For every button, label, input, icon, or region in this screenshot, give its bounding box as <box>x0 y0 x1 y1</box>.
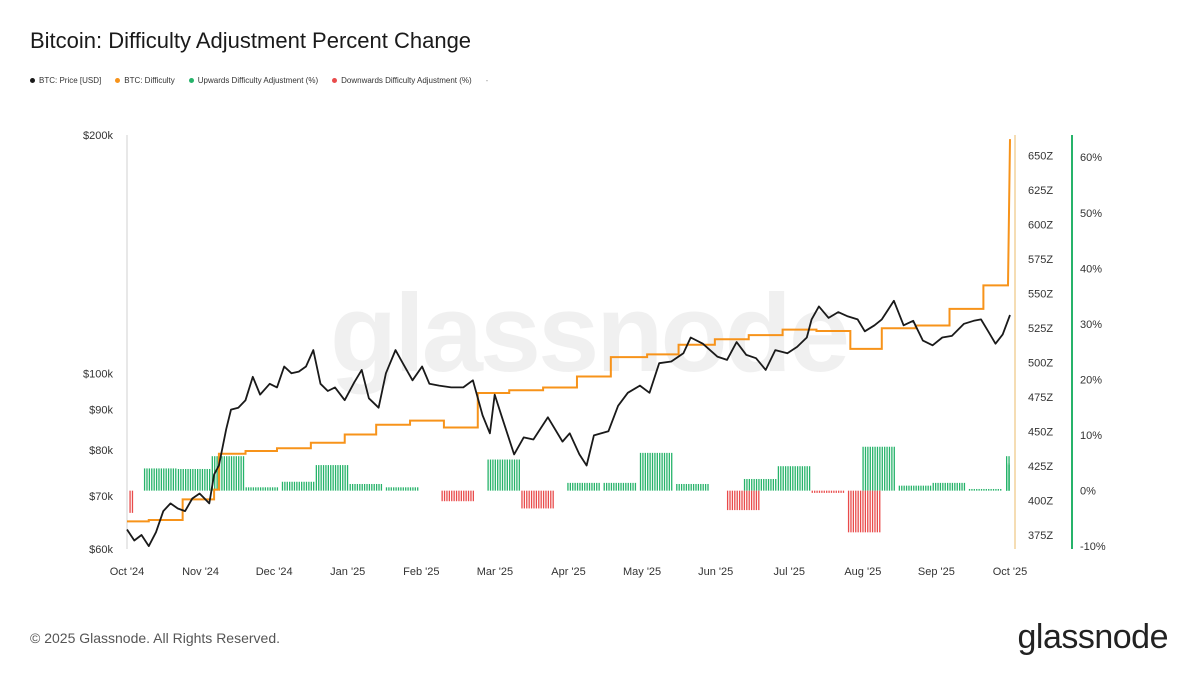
y-tick-label-percent: 50% <box>1080 208 1102 220</box>
y-tick-label-price: $70k <box>89 491 113 503</box>
bar-up <box>743 478 777 491</box>
x-tick-label: Jan '25 <box>330 566 365 578</box>
bar-up <box>639 452 673 491</box>
price-line <box>126 299 1011 547</box>
y-tick-label-difficulty: 600Z <box>1028 220 1053 232</box>
chart-title: Bitcoin: Difficulty Adjustment Percent C… <box>30 28 472 53</box>
y-tick-label-price: $80k <box>89 445 113 457</box>
legend-label-upwards: Upwards Difficulty Adjustment (%) <box>197 76 319 85</box>
legend-item-price[interactable]: BTC: Price [USD] <box>30 76 101 85</box>
bar-up <box>245 487 279 491</box>
x-tick-label: Jul '25 <box>774 566 805 578</box>
x-tick-label: Oct '24 <box>110 566 145 578</box>
bar-down <box>129 490 134 513</box>
bar-up <box>143 468 177 491</box>
y-tick-label-difficulty: 375Z <box>1028 530 1053 542</box>
legend-item-difficulty[interactable]: BTC: Difficulty <box>115 76 175 85</box>
y-tick-label-price: $100k <box>83 368 113 380</box>
legend-item-downwards[interactable]: Downwards Difficulty Adjustment (%) <box>332 76 472 85</box>
legend-trailing-dash: - <box>485 76 489 85</box>
x-tick-label: Jun '25 <box>698 566 733 578</box>
x-tick-label: Sep '25 <box>918 566 955 578</box>
x-tick-label: Nov '24 <box>182 566 219 578</box>
bar-up <box>603 482 637 491</box>
bar-up <box>777 466 811 491</box>
bar-up <box>898 485 932 491</box>
legend-item-upwards[interactable]: Upwards Difficulty Adjustment (%) <box>188 76 319 85</box>
legend-swatch-difficulty <box>115 78 121 83</box>
legend-label-downwards: Downwards Difficulty Adjustment (%) <box>341 76 472 85</box>
bar-up <box>968 488 1002 491</box>
y-tick-label-percent: 20% <box>1080 375 1102 387</box>
y-tick-label-percent: 0% <box>1080 486 1096 498</box>
bar-down <box>726 490 760 511</box>
x-tick-label: Mar '25 <box>477 566 513 578</box>
legend-label-price: BTC: Price [USD] <box>39 76 102 85</box>
x-tick-label: Feb '25 <box>403 566 439 578</box>
y-tick-label-difficulty: 500Z <box>1028 358 1053 370</box>
bar-down <box>847 490 881 533</box>
bar-down <box>521 490 554 509</box>
y-tick-label-percent: 40% <box>1080 263 1102 275</box>
x-tick-label: May '25 <box>623 566 661 578</box>
bar-up <box>385 487 419 491</box>
y-tick-label-price: $200k <box>83 130 113 142</box>
y-tick-label-difficulty: 650Z <box>1028 151 1053 163</box>
bar-down <box>811 490 845 493</box>
y-tick-label-percent: 30% <box>1080 319 1102 331</box>
y-tick-label-difficulty: 550Z <box>1028 289 1053 301</box>
glassnode-logo: glassnode <box>1017 618 1168 656</box>
difficulty-line <box>127 139 1011 523</box>
y-tick-label-percent: -10% <box>1080 541 1106 553</box>
bar-up <box>567 482 600 491</box>
y-tick-label-percent: 60% <box>1080 152 1102 164</box>
y-tick-label-difficulty: 400Z <box>1028 496 1053 508</box>
y-tick-label-difficulty: 425Z <box>1028 461 1053 473</box>
legend-label-difficulty: BTC: Difficulty <box>124 76 175 85</box>
x-tick-label: Aug '25 <box>844 566 881 578</box>
y-tick-label-difficulty: 475Z <box>1028 392 1053 404</box>
bar-up <box>862 446 895 491</box>
bar-up <box>211 456 245 491</box>
legend: BTC: Price [USD] BTC: Difficulty Upwards… <box>30 76 488 85</box>
chart-canvas: $60k $70k $80k $90k $100k $200k 375Z 400Z 425Z 45… <box>83 130 1106 578</box>
bar-down <box>441 490 474 502</box>
bar-up <box>1006 456 1010 491</box>
x-tick-label: Oct '25 <box>993 566 1028 578</box>
legend-swatch-price <box>30 78 35 83</box>
y-tick-label-difficulty: 575Z <box>1028 254 1053 266</box>
y-tick-label-difficulty: 625Z <box>1028 185 1053 197</box>
y-tick-label-price: $90k <box>89 405 113 417</box>
x-tick-label: Dec '24 <box>256 566 293 578</box>
bar-up <box>315 465 349 491</box>
bar-up <box>281 481 315 491</box>
legend-swatch-downwards <box>332 78 338 83</box>
bar-up <box>349 483 383 491</box>
bar-up <box>932 482 966 491</box>
bar-up <box>177 468 211 491</box>
y-tick-label-difficulty: 525Z <box>1028 323 1053 335</box>
y-tick-label-percent: 10% <box>1080 430 1102 442</box>
legend-swatch-upwards <box>188 78 194 83</box>
bar-up <box>676 483 709 491</box>
y-tick-label-price: $60k <box>89 544 113 556</box>
bar-up <box>487 459 520 491</box>
copyright-text: © 2025 Glassnode. All Rights Reserved. <box>30 630 281 646</box>
x-tick-label: Apr '25 <box>551 566 586 578</box>
y-tick-label-difficulty: 450Z <box>1028 427 1053 439</box>
